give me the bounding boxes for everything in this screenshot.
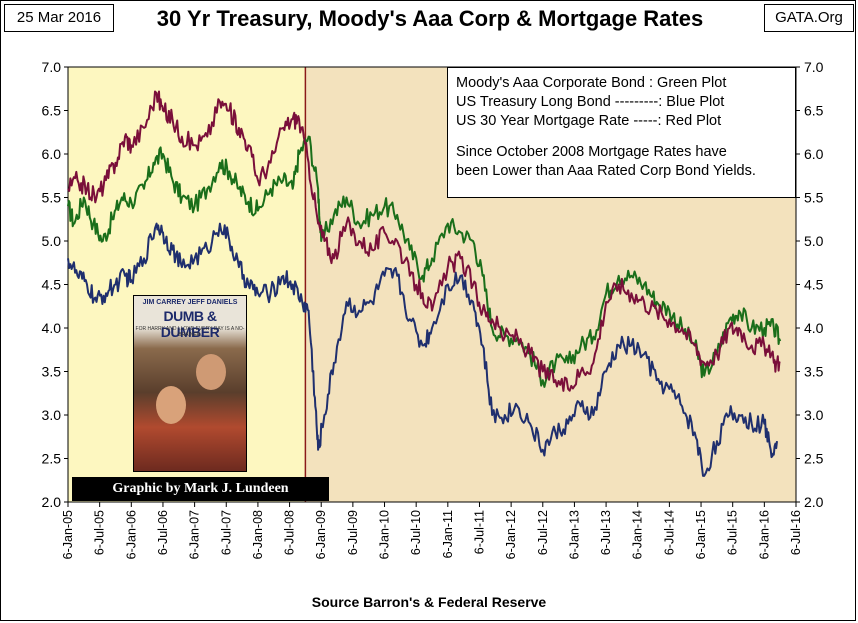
y-tick-label-right: 6.0 [804, 146, 824, 162]
x-tick-label: 6-Jul-05 [93, 510, 107, 555]
poster-actor-names: JIM CARREY JEFF DANIELS [142, 299, 238, 306]
y-tick-label-right: 7.0 [804, 59, 824, 75]
y-tick-label-left: 7.0 [42, 59, 62, 75]
x-tick-label: 6-Jan-14 [631, 510, 645, 559]
y-tick-label-right: 4.0 [804, 320, 824, 336]
y-tick-label-right: 5.0 [804, 233, 824, 249]
x-tick-label: 6-Jan-12 [504, 510, 518, 559]
y-tick-label-right: 5.5 [804, 190, 824, 206]
x-tick-label: 6-Jul-09 [346, 510, 360, 555]
x-tick-label: 6-Jan-08 [251, 510, 265, 559]
legend-note-line1: Since October 2008 Mortgage Rates have [456, 144, 727, 160]
y-axis-left: 7.0 6.5 6.0 5.5 5.0 4.5 4.0 3.5 3.0 2.5 2.0 [42, 59, 68, 510]
x-tick-label: 6-Jan-05 [61, 510, 75, 559]
legend-mortgage: US 30 Year Mortgage Rate -----: Red Plot [456, 113, 722, 129]
legend-box: Moody's Aaa Corporate Bond : Green Plot … [447, 67, 796, 198]
y-tick-label-left: 2.5 [42, 451, 62, 467]
x-tick-label: 6-Jan-15 [694, 510, 708, 559]
y-tick-label-left: 2.0 [42, 494, 62, 510]
y-tick-label-right: 3.0 [804, 407, 824, 423]
x-tick-label: 6-Jul-10 [409, 510, 423, 555]
source-footer: Source Barron's & Federal Reserve [311, 594, 547, 610]
x-tick-label: 6-Jul-07 [219, 510, 233, 555]
y-tick-label-left: 6.0 [42, 146, 62, 162]
poster-tagline: FOR HARRY AND LLOYD EVERY DAY IS A NO-BR… [135, 326, 245, 338]
x-tick-label: 6-Jan-09 [314, 510, 328, 559]
x-tick-label: 6-Jul-06 [156, 510, 170, 555]
y-tick-label-left: 3.5 [42, 364, 62, 380]
x-axis: 6-Jan-05 6-Jul-05 6-Jan-06 6-Jul-06 6-Jan-07… [61, 502, 803, 559]
y-tick-label-left: 5.5 [42, 190, 62, 206]
series-line-mortgage [67, 90, 781, 392]
source-tag: GATA.Org [764, 4, 854, 32]
x-tick-label: 6-Jan-11 [441, 510, 455, 558]
x-tick-label: 6-Jan-10 [378, 510, 392, 559]
x-tick-label: 6-Jul-16 [789, 510, 803, 555]
movie-poster-image: JIM CARREY JEFF DANIELS DUMB & DUMBER FO… [133, 295, 247, 472]
y-tick-label-left: 4.0 [42, 320, 62, 336]
x-tick-label: 6-Jul-12 [536, 510, 550, 555]
x-tick-label: 6-Jul-14 [662, 510, 676, 555]
y-tick-label-left: 5.0 [42, 233, 62, 249]
x-tick-label: 6-Jul-15 [726, 510, 740, 555]
x-tick-label: 6-Jul-11 [472, 510, 486, 554]
y-tick-label-left: 3.0 [42, 407, 62, 423]
y-tick-label-right: 6.5 [804, 103, 824, 119]
chart-title: 30 Yr Treasury, Moody's Aaa Corp & Mortg… [156, 6, 704, 31]
x-tick-label: 6-Jul-08 [283, 510, 297, 555]
y-tick-label-left: 4.5 [42, 277, 62, 293]
poster-face-right [196, 354, 226, 390]
series-layer [67, 90, 782, 477]
graphic-credit: Graphic by Mark J. Lundeen [72, 477, 329, 501]
series-line-treasury [67, 222, 778, 477]
x-tick-label: 6-Jul-13 [599, 510, 613, 555]
x-tick-label: 6-Jan-16 [757, 510, 771, 559]
y-tick-label-right: 4.5 [804, 277, 824, 293]
y-tick-label-right: 2.0 [804, 494, 824, 510]
y-axis-right: 7.0 6.5 6.0 5.5 5.0 4.5 4.0 3.5 3.0 2.5 2.0 [796, 59, 824, 510]
x-tick-label: 6-Jan-13 [567, 510, 581, 559]
x-tick-label: 6-Jan-06 [124, 510, 138, 559]
y-tick-label-right: 2.5 [804, 451, 824, 467]
y-tick-label-right: 3.5 [804, 364, 824, 380]
date-label: 25 Mar 2016 [4, 4, 114, 32]
x-tick-label: 6-Jan-07 [188, 510, 202, 559]
legend-treasury: US Treasury Long Bond ---------: Blue Pl… [456, 94, 725, 110]
legend-aaa: Moody's Aaa Corporate Bond : Green Plot [456, 75, 727, 91]
legend-note-line2: been Lower than Aaa Rated Corp Bond Yiel… [456, 163, 756, 179]
poster-face-left [156, 386, 186, 424]
poster-title: DUMB & DUMBER [160, 308, 220, 340]
y-tick-label-left: 6.5 [42, 103, 62, 119]
